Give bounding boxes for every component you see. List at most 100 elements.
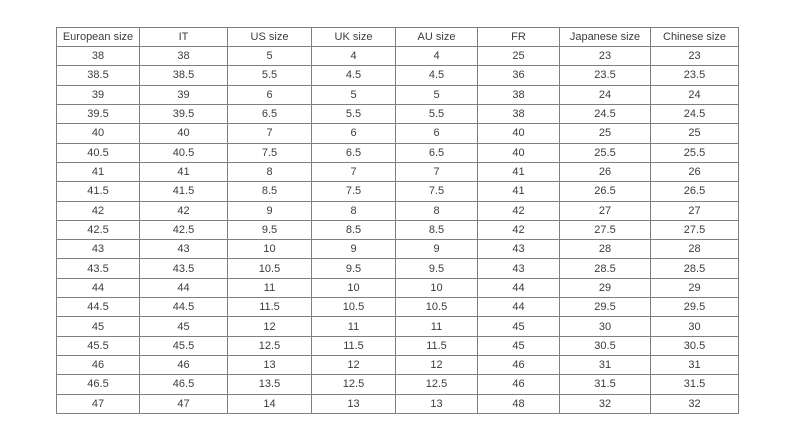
- table-row: 42.5 42.5 9.5 8.5 8.5 42 27.5 27.5: [56, 219, 739, 241]
- table-cell: 9.5: [395, 258, 478, 279]
- table-cell: 42.5: [139, 219, 228, 241]
- table-cell: 28.5: [559, 258, 651, 279]
- column-header: Chinese size: [650, 27, 739, 47]
- shoe-size-conversion-table: European size IT US size UK size AU size FR Ja…: [56, 27, 739, 415]
- table-cell: 5: [311, 84, 396, 105]
- table-row: 46 46 13 12 12 46 31 31: [56, 354, 739, 376]
- table-cell: 30.5: [559, 335, 651, 357]
- table-cell: 5.5: [311, 103, 396, 125]
- table-cell: 11.5: [395, 335, 478, 357]
- table-cell: 27: [559, 200, 651, 221]
- table-cell: 29: [650, 277, 739, 299]
- table-row: 44 44 11 10 10 44 29 29: [56, 277, 739, 299]
- table-cell: 7.5: [395, 181, 478, 202]
- table-cell: 7: [311, 161, 396, 183]
- table-cell: 5.5: [227, 65, 312, 86]
- table-cell: 29.5: [650, 297, 739, 318]
- table-cell: 5.5: [395, 103, 478, 125]
- table-cell: 4: [311, 45, 396, 67]
- table-cell: 11.5: [311, 335, 396, 357]
- table-cell: 44: [477, 297, 560, 318]
- table-cell: 27: [650, 200, 739, 221]
- table-cell: 32: [650, 393, 739, 415]
- table-cell: 8.5: [227, 181, 312, 202]
- table-cell: 7.5: [227, 142, 312, 163]
- table-cell: 40: [56, 123, 140, 144]
- table-cell: 11.5: [227, 297, 312, 318]
- table-cell: 38: [477, 84, 560, 105]
- table-cell: 8: [311, 200, 396, 221]
- table-cell: 46: [56, 354, 140, 376]
- table-cell: 39: [139, 84, 228, 105]
- table-cell: 28: [559, 239, 651, 260]
- table-cell: 24.5: [559, 103, 651, 125]
- table-row: 43.5 43.5 10.5 9.5 9.5 43 28.5 28.5: [56, 258, 739, 279]
- table-cell: 9.5: [227, 219, 312, 241]
- table-cell: 13.5: [227, 374, 312, 395]
- table-cell: 46.5: [56, 374, 140, 395]
- table-row: 39.5 39.5 6.5 5.5 5.5 38 24.5 24.5: [56, 103, 739, 125]
- table-cell: 10.5: [311, 297, 396, 318]
- table-cell: 40: [477, 142, 560, 163]
- table-cell: 45: [477, 335, 560, 357]
- table-row: 41.5 41.5 8.5 7.5 7.5 41 26.5 26.5: [56, 181, 739, 202]
- table-cell: 31.5: [559, 374, 651, 395]
- table-cell: 13: [311, 393, 396, 415]
- table-cell: 7.5: [311, 181, 396, 202]
- table-row: 47 47 14 13 13 48 32 32: [56, 393, 739, 415]
- table-cell: 12: [227, 316, 312, 337]
- table-cell: 43: [56, 239, 140, 260]
- table-cell: 4.5: [395, 65, 478, 86]
- table-cell: 6: [227, 84, 312, 105]
- table-cell: 43: [477, 239, 560, 260]
- table-cell: 38: [139, 45, 228, 67]
- table-cell: 46: [139, 354, 228, 376]
- table-row: 43 43 10 9 9 43 28 28: [56, 239, 739, 260]
- table-cell: 23.5: [650, 65, 739, 86]
- table-cell: 40.5: [56, 142, 140, 163]
- column-header: IT: [139, 27, 228, 47]
- table-cell: 48: [477, 393, 560, 415]
- table-cell: 12.5: [395, 374, 478, 395]
- table-cell: 46.5: [139, 374, 228, 395]
- table-cell: 24.5: [650, 103, 739, 125]
- table-cell: 11: [311, 316, 396, 337]
- table-cell: 10: [395, 277, 478, 299]
- table-cell: 28: [650, 239, 739, 260]
- table-cell: 26: [559, 161, 651, 183]
- table-cell: 27.5: [650, 219, 739, 241]
- table-cell: 12: [311, 354, 396, 376]
- table-cell: 24: [559, 84, 651, 105]
- table-cell: 45: [139, 316, 228, 337]
- table-cell: 38.5: [139, 65, 228, 86]
- table-cell: 26.5: [559, 181, 651, 202]
- table-cell: 41: [139, 161, 228, 183]
- table-cell: 43.5: [56, 258, 140, 279]
- table-cell: 6: [395, 123, 478, 144]
- table-cell: 41: [477, 161, 560, 183]
- table-cell: 39.5: [56, 103, 140, 125]
- table-cell: 44.5: [139, 297, 228, 318]
- table-cell: 41: [477, 181, 560, 202]
- table-cell: 25: [559, 123, 651, 144]
- table-cell: 40: [139, 123, 228, 144]
- table-cell: 31: [650, 354, 739, 376]
- table-cell: 29.5: [559, 297, 651, 318]
- table-cell: 8.5: [395, 219, 478, 241]
- table-cell: 45.5: [139, 335, 228, 357]
- table-row: 40.5 40.5 7.5 6.5 6.5 40 25.5 25.5: [56, 142, 739, 163]
- table-cell: 43: [139, 239, 228, 260]
- table-cell: 6: [311, 123, 396, 144]
- table-cell: 41.5: [139, 181, 228, 202]
- table-cell: 39: [56, 84, 140, 105]
- table-cell: 30: [559, 316, 651, 337]
- table-cell: 6.5: [227, 103, 312, 125]
- column-header: Japanese size: [559, 27, 651, 47]
- table-cell: 10.5: [395, 297, 478, 318]
- table-cell: 42.5: [56, 219, 140, 241]
- table-cell: 31: [559, 354, 651, 376]
- table-cell: 44: [477, 277, 560, 299]
- table-row: 38.5 38.5 5.5 4.5 4.5 36 23.5 23.5: [56, 65, 739, 86]
- table-cell: 42: [477, 219, 560, 241]
